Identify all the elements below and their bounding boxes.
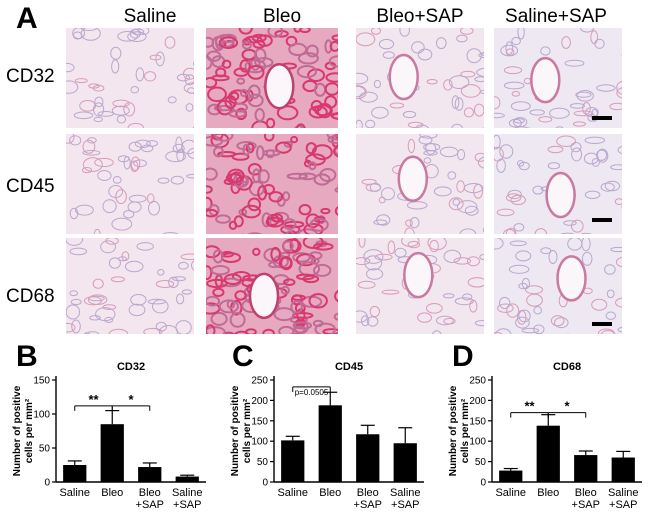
micrograph-cd68-3 — [494, 238, 622, 334]
sig-label-1: * — [564, 399, 570, 414]
bar-1 — [100, 424, 124, 482]
micrograph-cd32-1 — [206, 28, 338, 128]
bar-0 — [499, 470, 523, 482]
row-header-cd68: CD68 — [6, 286, 55, 307]
bar-1 — [318, 405, 342, 482]
x-tick-label-0: Saline — [59, 487, 90, 499]
panel-letter-c: C — [232, 340, 254, 373]
sig-label-0: ** — [88, 392, 99, 407]
y-tick-label: 250 — [469, 376, 486, 387]
column-header-saline: Saline — [123, 6, 177, 27]
x-tick-label-2: Bleo +SAP — [136, 487, 164, 511]
x-tick-label-1: Bleo — [101, 487, 123, 499]
chart-title: CD32 — [117, 361, 145, 373]
y-tick-label: 250 — [251, 376, 268, 387]
y-tick-label: 100 — [33, 410, 50, 421]
sig-label-1: * — [128, 392, 134, 407]
y-tick-label: 150 — [251, 416, 268, 427]
x-tick-label-0: Saline — [495, 487, 526, 499]
y-tick-label: 150 — [33, 376, 50, 387]
scale-bar — [592, 218, 612, 222]
bar-chart-cd68: CD68 Number of positivecells per mm² 0 50 10… — [448, 361, 642, 511]
y-tick-label: 0 — [44, 478, 50, 489]
x-tick-label-3: Saline +SAP — [608, 487, 639, 511]
x-tick-label-3: Saline +SAP — [390, 487, 421, 511]
bar-3 — [393, 443, 417, 482]
scale-bar — [592, 322, 612, 326]
y-tick-label: 50 — [257, 457, 269, 468]
column-header-bleo: Bleo — [262, 6, 302, 27]
x-tick-label-3: Saline +SAP — [172, 487, 203, 511]
y-tick-label: 50 — [39, 444, 51, 455]
y-tick-label: 100 — [469, 437, 486, 448]
sig-label-0: p=0.0505 — [295, 388, 329, 397]
panel-letter-d: D — [452, 340, 474, 373]
micrograph-cd68-2 — [356, 238, 484, 334]
bar-2 — [356, 434, 380, 482]
micrograph-cd45-3 — [494, 134, 622, 234]
column-header-saline-sap: Saline+SAP — [505, 6, 607, 27]
x-tick-label-2: Bleo +SAP — [572, 487, 600, 511]
x-tick-label-0: Saline — [277, 487, 308, 499]
column-header-bleo-sap: Bleo+SAP — [376, 6, 464, 27]
micrograph-cd32-3 — [494, 28, 622, 128]
bar-chart-cd45: CD45 Number of positivecells per mm² 0 50 10… — [230, 361, 424, 511]
bar-0 — [281, 440, 305, 482]
y-tick-label: 150 — [469, 416, 486, 427]
bar-1 — [536, 425, 560, 482]
chart-title: CD68 — [553, 361, 581, 373]
micrograph-cd32-2 — [356, 28, 484, 128]
x-tick-label-2: Bleo +SAP — [354, 487, 382, 511]
y-tick-label: 200 — [251, 396, 268, 407]
bar-0 — [63, 465, 87, 482]
panel-letter-b: B — [16, 340, 38, 373]
micrograph-cd32-0 — [66, 28, 194, 128]
scale-bar — [592, 116, 612, 120]
y-tick-label: 100 — [251, 437, 268, 448]
x-tick-label-1: Bleo — [319, 487, 341, 499]
micrograph-cd45-0 — [66, 134, 194, 234]
chart-title: CD45 — [335, 361, 363, 373]
x-tick-label-1: Bleo — [537, 487, 559, 499]
y-axis-label: Number of positivecells per mm² — [448, 385, 471, 476]
y-axis-label: Number of positivecells per mm² — [12, 385, 35, 476]
y-tick-label: 200 — [469, 396, 486, 407]
bar-chart-cd32: CD32 Number of positivecells per mm² 0 50 10… — [12, 361, 206, 511]
y-tick-label: 50 — [475, 457, 487, 468]
bar-3 — [611, 457, 635, 482]
row-header-cd32: CD32 — [6, 66, 55, 87]
bar-2 — [574, 455, 598, 482]
y-tick-label: 0 — [480, 478, 486, 489]
bar-3 — [175, 476, 199, 482]
micrograph-cd45-1 — [206, 134, 338, 234]
y-axis-label: Number of positivecells per mm² — [230, 385, 253, 476]
bar-2 — [138, 467, 162, 482]
micrograph-cd45-2 — [356, 134, 484, 234]
sig-label-0: ** — [524, 399, 535, 414]
micrograph-cd68-1 — [206, 238, 338, 334]
panel-letter-a: A — [16, 2, 38, 35]
y-tick-label: 0 — [262, 478, 268, 489]
row-header-cd45: CD45 — [6, 176, 55, 197]
micrograph-cd68-0 — [66, 238, 194, 334]
